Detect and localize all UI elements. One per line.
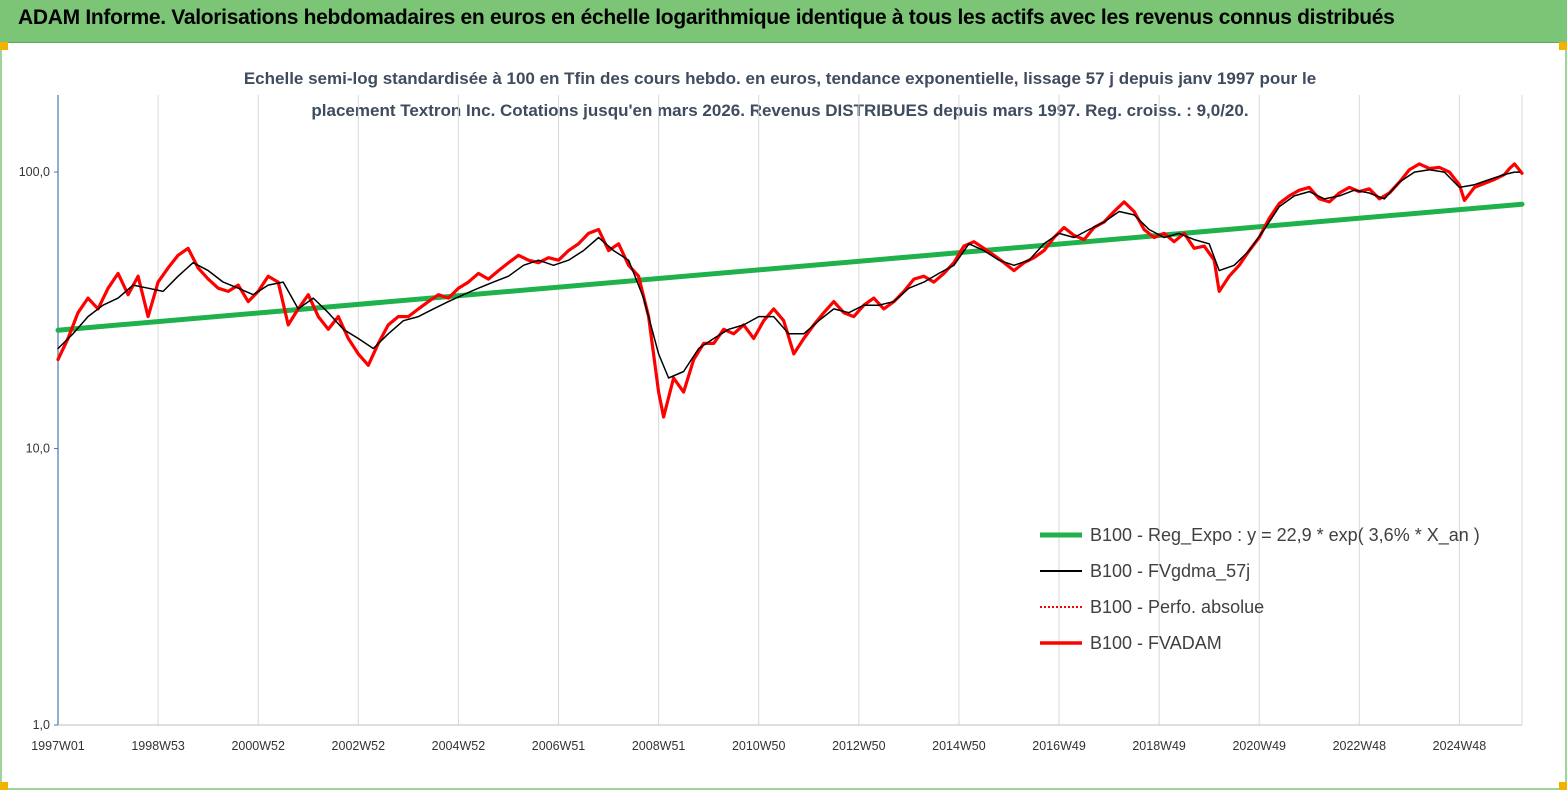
page-title: ADAM Informe. Valorisations hebdomadaire… (18, 6, 1395, 29)
x-tick-label: 2014W50 (932, 739, 986, 753)
x-tick-label: 1998W53 (131, 739, 185, 753)
chart-subtitle-line-2: placement Textron Inc. Cotations jusqu'e… (311, 101, 1248, 120)
legend-entry-label: B100 - Perfo. absolue (1090, 597, 1264, 617)
x-tick-label: 2010W50 (732, 739, 786, 753)
grid-layer (157, 95, 1523, 725)
legend-entry-label: B100 - Reg_Expo : y = 22,9 * exp( 3,6% *… (1090, 525, 1480, 546)
legend-entry-label: B100 - FVADAM (1090, 633, 1222, 653)
x-tick-label: 1997W01 (31, 739, 85, 753)
x-tick-label: 2016W49 (1032, 739, 1086, 753)
x-tick-label: 2006W51 (532, 739, 586, 753)
axis-layer: 1997W01 1998W53 2000W52 2002W52 2004W52 2006W… (19, 95, 1522, 753)
y-tick-label: 100,0 (19, 165, 50, 179)
series-fvadam-line (56, 162, 1524, 419)
x-tick-label: 2012W50 (832, 739, 886, 753)
chart-subtitle-line-1: Echelle semi-log standardisée à 100 en T… (244, 69, 1316, 88)
series-fvgdma-line (57, 168, 1521, 379)
y-tick-label: 1,0 (33, 718, 50, 732)
y-tick-label: 10,0 (26, 442, 50, 456)
x-tick-label: 2022W48 (1333, 739, 1387, 753)
series-trend-line (55, 201, 1525, 333)
legend: B100 - Reg_Expo : y = 22,9 * exp( 3,6% *… (1040, 525, 1480, 653)
corner-marker-top-left (0, 42, 8, 50)
x-tick-label: 2004W52 (432, 739, 486, 753)
title-banner: ADAM Informe. Valorisations hebdomadaire… (0, 0, 1567, 43)
corner-marker-bottom-right (1559, 782, 1567, 790)
x-tick-label: 2020W49 (1232, 739, 1286, 753)
legend-entry-label: B100 - FVgdma_57j (1090, 561, 1250, 582)
x-tick-label: 2024W48 (1433, 739, 1487, 753)
corner-marker-bottom-left (0, 782, 8, 790)
x-tick-label: 2000W52 (231, 739, 285, 753)
x-tick-label: 2008W51 (632, 739, 686, 753)
x-tick-label: 2018W49 (1132, 739, 1186, 753)
corner-marker-top-right (1559, 42, 1567, 50)
x-tick-label: 2002W52 (332, 739, 386, 753)
series-layer (55, 162, 1525, 419)
